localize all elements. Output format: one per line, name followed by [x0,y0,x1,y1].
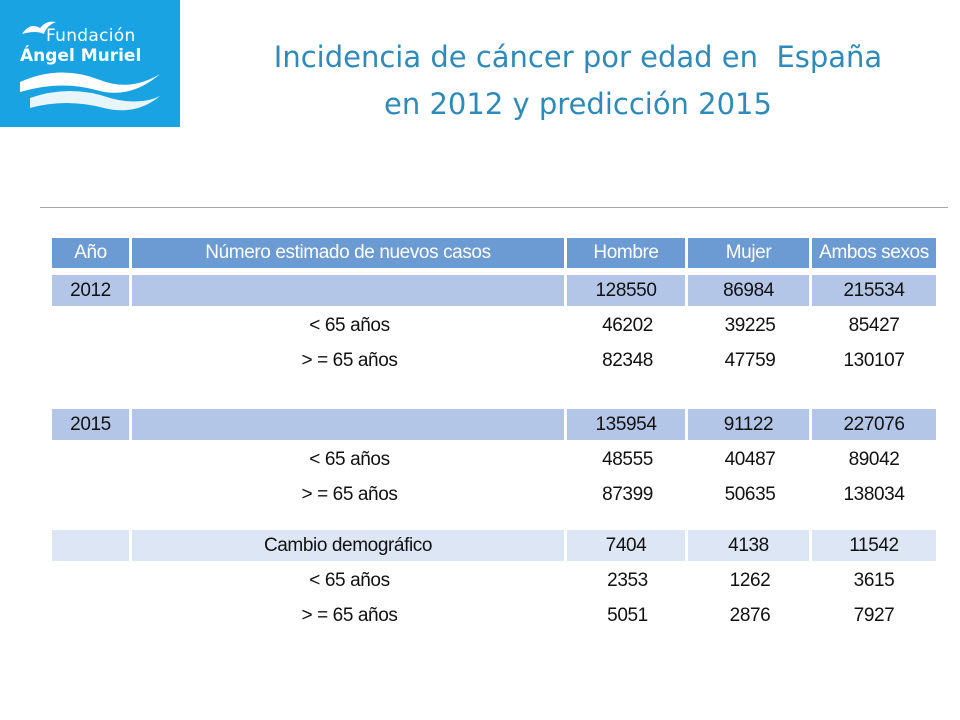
fundacion-logo: Fundación Ángel Muriel [0,0,180,127]
cell-description: > = 65 años [132,343,567,378]
cell-male: 128550 [567,275,688,306]
cell-year [52,563,132,598]
cell-year: 2015 [52,409,132,440]
cell-female: 47759 [688,343,812,378]
cell-description [132,275,567,306]
cancer-incidence-table: Año Número estimado de nuevos casos Homb… [52,238,936,633]
table-row-change-over65: > = 65 años 5051 2876 7927 [52,598,936,633]
cell-male: 2353 [567,563,688,598]
cell-female: 2876 [688,598,812,633]
cell-female: 86984 [688,275,812,306]
header-cell-male: Hombre [567,238,688,268]
cell-female: 91122 [688,409,812,440]
cell-both: 11542 [812,530,936,561]
cell-year [52,530,132,561]
cell-description: > = 65 años [132,598,567,633]
header-cell-year: Año [52,238,132,268]
slide-title-line2: en 2012 y predicción 2015 [384,87,772,121]
cell-both: 3615 [812,563,936,598]
logo-text-line1: Fundación [46,26,136,46]
cell-female: 39225 [688,308,812,343]
cell-year [52,598,132,633]
cell-year [52,442,132,477]
slide-title-line1: Incidencia de cáncer por edad en España [273,40,883,74]
cell-description: < 65 años [132,308,567,343]
cell-female: 40487 [688,442,812,477]
header-cell-female: Mujer [688,238,812,268]
cell-both: 7927 [812,598,936,633]
cell-male: 5051 [567,598,688,633]
cell-female: 50635 [688,477,812,512]
cell-year: 2012 [52,275,132,306]
table-row-change-under65: < 65 años 2353 1262 3615 [52,563,936,598]
cell-female: 4138 [688,530,812,561]
cell-description: > = 65 años [132,477,567,512]
header-cell-description: Número estimado de nuevos casos [132,238,567,268]
logo-text-line2: Ángel Muriel [20,46,142,66]
cell-male: 82348 [567,343,688,378]
cell-both: 227076 [812,409,936,440]
cell-both: 215534 [812,275,936,306]
slide-title: Incidencia de cáncer por edad en España … [196,34,960,128]
cell-male: 87399 [567,477,688,512]
table-row-2015-under65: < 65 años 48555 40487 89042 [52,442,936,477]
cell-year [52,477,132,512]
table-row-change-total: Cambio demográfico 7404 4138 11542 [52,530,936,563]
cell-male: 46202 [567,308,688,343]
cell-description: < 65 años [132,563,567,598]
logo-bird-waves-icon [20,21,160,111]
cell-year [52,343,132,378]
cell-both: 138034 [812,477,936,512]
table-row-2012-over65: > = 65 años 82348 47759 130107 [52,343,936,378]
cell-both: 89042 [812,442,936,477]
table-row-2015-over65: > = 65 años 87399 50635 138034 [52,477,936,512]
table-header-row: Año Número estimado de nuevos casos Homb… [52,238,936,271]
table-row-2015-total: 2015 135954 91122 227076 [52,409,936,442]
cell-male: 7404 [567,530,688,561]
table-row-2012-total: 2012 128550 86984 215534 [52,275,936,308]
cell-description [132,409,567,440]
header-cell-both: Ambos sexos [812,238,936,268]
cell-male: 135954 [567,409,688,440]
title-divider [40,207,948,208]
cell-male: 48555 [567,442,688,477]
table-row-2012-under65: < 65 años 46202 39225 85427 [52,308,936,343]
cell-both: 130107 [812,343,936,378]
cell-description: < 65 años [132,442,567,477]
cell-female: 1262 [688,563,812,598]
cell-year [52,308,132,343]
cell-description: Cambio demográfico [132,530,567,561]
cell-both: 85427 [812,308,936,343]
